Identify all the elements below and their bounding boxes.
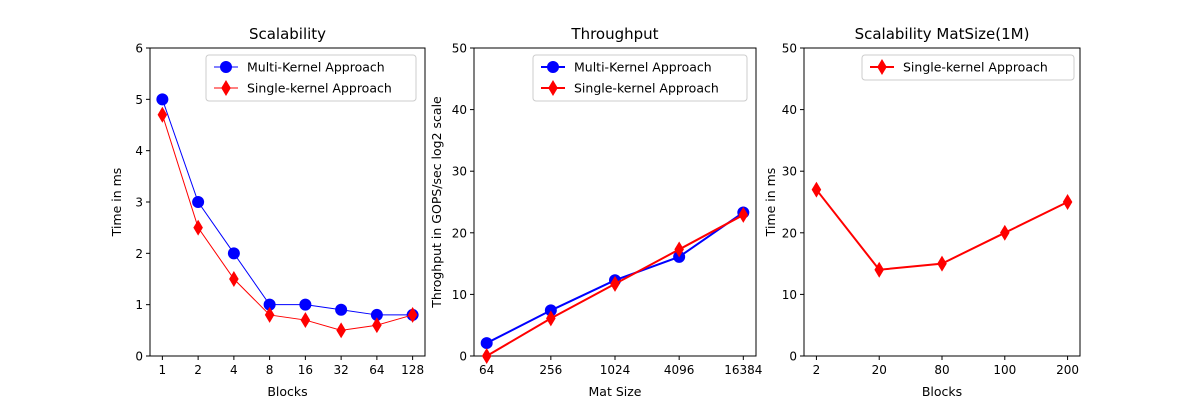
y-tick-label: 40 bbox=[782, 103, 797, 117]
data-point bbox=[1062, 194, 1073, 210]
legend: Multi-Kernel Approach Single-kernel Appro… bbox=[205, 54, 417, 102]
data-point bbox=[156, 93, 169, 106]
legend-label: Multi-Kernel Approach bbox=[574, 60, 712, 75]
legend-label: Single-kernel Approach bbox=[574, 81, 719, 96]
legend-box bbox=[861, 54, 1075, 81]
data-point bbox=[372, 317, 382, 334]
data-point bbox=[674, 241, 684, 258]
chart-2: Throughput 64 256 1024 4096 16384 0 10 20 30 40 50 M… bbox=[429, 25, 762, 399]
y-tick-label: 30 bbox=[782, 165, 797, 179]
chart-1: Scalability 1 2 4 8 16 32 64 128 0 1 2 3 4 5 6 Blocks Tim… bbox=[109, 25, 426, 399]
y-axis-label: Throghput in GOPS/sec log2 scale bbox=[429, 96, 444, 309]
y-tick-label: 0 bbox=[135, 350, 143, 364]
legend: Single-kernel Approach bbox=[861, 54, 1075, 81]
data-point bbox=[610, 275, 620, 292]
data-point bbox=[738, 206, 749, 223]
y-tick-label: 50 bbox=[782, 42, 797, 56]
data-point bbox=[336, 322, 346, 339]
x-tick-label: 4 bbox=[230, 363, 238, 377]
chart-title: Throughput bbox=[570, 25, 658, 43]
legend-label: Single-kernel Approach bbox=[903, 60, 1048, 75]
data-point bbox=[481, 348, 492, 364]
chart-title: Scalability MatSize(1M) bbox=[855, 25, 1030, 43]
x-tick-label: 80 bbox=[934, 363, 949, 377]
data-point bbox=[299, 298, 312, 311]
y-tick-label: 50 bbox=[452, 42, 467, 56]
x-tick-label: 1024 bbox=[600, 363, 631, 377]
chart-title: Scalability bbox=[249, 25, 326, 43]
legend-box bbox=[205, 54, 417, 102]
x-tick-label: 20 bbox=[872, 363, 887, 377]
data-point bbox=[300, 312, 311, 329]
data-point bbox=[811, 181, 822, 198]
x-tick-label: 100 bbox=[993, 363, 1016, 377]
y-tick-label: 40 bbox=[452, 103, 467, 117]
legend-marker bbox=[547, 61, 559, 73]
legend-marker bbox=[221, 80, 231, 96]
x-tick-label: 16384 bbox=[724, 363, 762, 377]
series-2 bbox=[481, 206, 749, 364]
x-tick-label: 2 bbox=[813, 363, 821, 377]
series-line bbox=[161, 99, 413, 316]
y-tick-label: 30 bbox=[452, 165, 467, 179]
y-axis-label: Time in ms bbox=[763, 168, 778, 238]
y-tick-label: 0 bbox=[459, 350, 467, 364]
legend: Multi-Kernel Approach Single-kernel Appro… bbox=[532, 54, 748, 102]
x-tick-label: 1 bbox=[159, 363, 167, 377]
data-point bbox=[480, 337, 493, 350]
data-point bbox=[192, 196, 205, 208]
legend-marker bbox=[877, 59, 887, 75]
data-point bbox=[264, 306, 275, 323]
y-tick-label: 1 bbox=[135, 298, 143, 312]
y-tick-label: 6 bbox=[135, 42, 143, 56]
y-tick-label: 20 bbox=[452, 226, 467, 240]
series-1 bbox=[811, 181, 1073, 278]
plot-frame bbox=[803, 47, 1081, 357]
x-tick-label: 256 bbox=[539, 363, 562, 377]
y-tick-label: 5 bbox=[135, 93, 143, 107]
x-tick-label: 32 bbox=[333, 363, 348, 377]
y-tick-label: 3 bbox=[135, 196, 143, 210]
y-tick-label: 2 bbox=[135, 247, 143, 261]
y-tick-label: 0 bbox=[789, 350, 797, 364]
x-axis-label: Mat Size bbox=[589, 384, 642, 399]
series-line bbox=[161, 114, 413, 331]
x-axis-label: Blocks bbox=[922, 384, 962, 399]
data-point bbox=[937, 255, 947, 272]
legend-marker bbox=[220, 61, 232, 73]
y-tick-label: 20 bbox=[782, 226, 797, 240]
x-tick-label: 64 bbox=[479, 363, 494, 377]
y-tick-label: 10 bbox=[452, 288, 467, 302]
series-1 bbox=[156, 93, 419, 321]
data-point bbox=[1000, 224, 1010, 241]
x-axis-label: Blocks bbox=[267, 384, 307, 399]
x-tick-label: 16 bbox=[298, 363, 313, 377]
y-axis-label: Time in ms bbox=[109, 168, 124, 238]
legend-marker bbox=[548, 80, 558, 96]
y-tick-label: 4 bbox=[135, 144, 143, 158]
x-tick-label: 2 bbox=[194, 363, 202, 377]
y-tick-label: 10 bbox=[782, 288, 797, 302]
x-tick-label: 128 bbox=[401, 363, 424, 377]
data-point bbox=[157, 106, 168, 123]
data-point bbox=[193, 219, 203, 236]
data-point bbox=[874, 261, 884, 278]
chart-3: Scalability MatSize(1M) 2 20 80 100 200 0 10 20 3… bbox=[763, 25, 1081, 399]
series-2 bbox=[157, 106, 418, 339]
data-point bbox=[335, 303, 348, 316]
legend-box bbox=[532, 54, 748, 102]
data-point bbox=[227, 247, 240, 260]
x-tick-label: 200 bbox=[1056, 363, 1079, 377]
legend-label: Multi-Kernel Approach bbox=[247, 60, 385, 75]
data-point bbox=[546, 310, 556, 327]
x-tick-label: 4096 bbox=[664, 363, 695, 377]
data-point bbox=[229, 271, 239, 287]
data-point bbox=[407, 306, 418, 323]
x-tick-label: 64 bbox=[369, 363, 384, 377]
legend-label: Single-kernel Approach bbox=[247, 81, 392, 96]
x-tick-label: 8 bbox=[266, 363, 274, 377]
